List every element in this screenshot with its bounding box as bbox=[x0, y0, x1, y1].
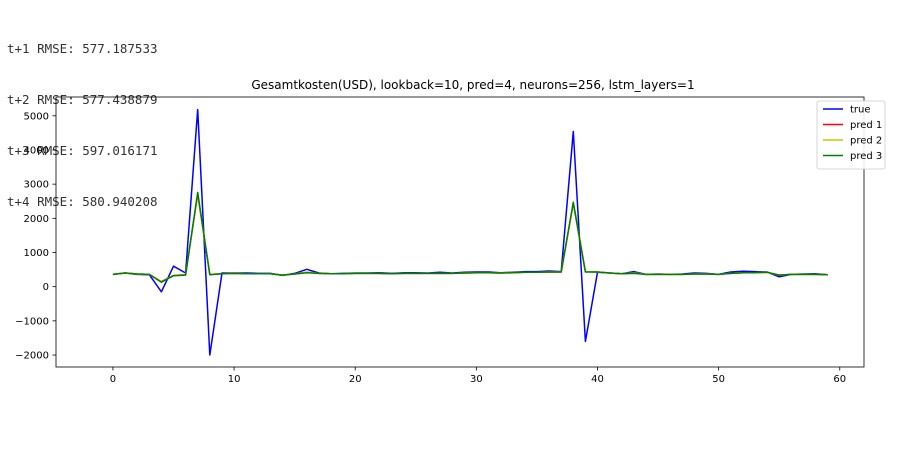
y-tick-label: 0 bbox=[43, 282, 49, 293]
chart-title: Gesamtkosten(USD), lookback=10, pred=4, … bbox=[251, 78, 694, 92]
series-line-true bbox=[112, 108, 828, 356]
series-line-pred-3 bbox=[112, 191, 828, 283]
y-tick-label: 1000 bbox=[24, 248, 49, 259]
x-axis: 0 10 20 30 40 50 60 bbox=[110, 367, 846, 385]
x-tick-label: 50 bbox=[712, 374, 725, 385]
x-tick-label: 60 bbox=[833, 374, 846, 385]
series-line-pred-2 bbox=[112, 192, 828, 283]
series-line-pred-1 bbox=[112, 193, 828, 283]
rmse-output: t+1 RMSE: 577.187533 t+2 RMSE: 577.43887… bbox=[7, 6, 158, 227]
rmse-line-t3: t+3 RMSE: 597.016171 bbox=[7, 143, 158, 158]
legend-label: pred 1 bbox=[850, 120, 882, 131]
legend-label: true bbox=[850, 105, 871, 116]
x-tick-label: 0 bbox=[110, 374, 116, 385]
legend-label: pred 2 bbox=[850, 136, 882, 147]
y-axis: −2000 −1000 0 1000 2000 3000 4000 5000 bbox=[15, 111, 56, 362]
y-tick-label: 3000 bbox=[24, 180, 49, 191]
rmse-line-t2: t+2 RMSE: 577.438879 bbox=[7, 92, 158, 107]
legend-box bbox=[816, 100, 886, 170]
y-tick-label: 2000 bbox=[24, 214, 49, 225]
plot-area bbox=[112, 108, 828, 356]
y-tick-label: −1000 bbox=[15, 316, 49, 327]
x-tick-label: 20 bbox=[349, 374, 362, 385]
legend: true pred 1 pred 2 pred 3 bbox=[816, 100, 886, 170]
y-tick-label: 4000 bbox=[24, 145, 49, 156]
y-tick-label: 5000 bbox=[24, 111, 49, 122]
y-tick-label: −2000 bbox=[15, 351, 49, 362]
x-tick-label: 40 bbox=[591, 374, 604, 385]
axes-frame bbox=[55, 96, 865, 368]
rmse-line-t1: t+1 RMSE: 577.187533 bbox=[7, 41, 158, 56]
x-tick-label: 10 bbox=[228, 374, 241, 385]
x-tick-label: 30 bbox=[470, 374, 483, 385]
legend-label: pred 3 bbox=[850, 151, 882, 162]
